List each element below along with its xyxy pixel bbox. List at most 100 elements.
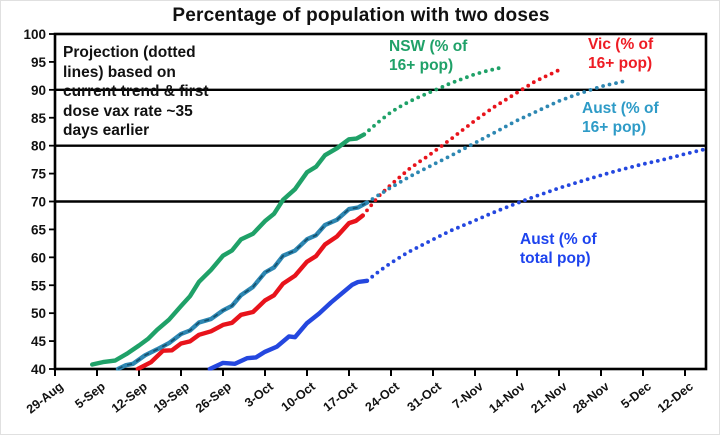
projection-dot xyxy=(555,68,560,73)
projection-dot xyxy=(611,170,615,174)
projection-dot xyxy=(439,158,444,163)
projection-dot xyxy=(588,88,593,92)
projection-dot xyxy=(504,205,509,210)
projection-dot xyxy=(468,220,472,225)
y-tick-label: 65 xyxy=(31,222,47,237)
projection-dot xyxy=(433,161,438,166)
projection-dot xyxy=(569,94,574,99)
projection-dot xyxy=(423,155,428,160)
series-line-aust16 xyxy=(115,200,370,371)
projection-dot xyxy=(498,101,503,106)
x-tick-label: 24-Oct xyxy=(363,379,403,414)
projection-dot xyxy=(617,168,622,173)
projection-dot xyxy=(527,112,532,117)
projection-dot xyxy=(393,183,397,188)
projection-dot xyxy=(509,94,514,99)
projection-dot xyxy=(439,144,444,148)
projection-dot xyxy=(377,119,381,124)
projection-dot xyxy=(662,157,667,162)
projection-dot xyxy=(675,154,679,159)
series-group xyxy=(90,66,705,371)
series-line-vic xyxy=(135,213,365,371)
legend-vic: Vic (% of 16+ pop) xyxy=(588,36,654,72)
projection-dot xyxy=(362,132,366,137)
projection-dot xyxy=(486,212,491,217)
projection-dot xyxy=(410,98,415,103)
projection-dot xyxy=(455,132,460,136)
projection-dot xyxy=(549,71,554,76)
y-tick-label: 70 xyxy=(31,195,46,210)
projection-dot xyxy=(376,193,380,198)
projection-dot xyxy=(465,75,469,80)
projection-dot xyxy=(398,179,403,184)
projection-dot xyxy=(537,77,542,82)
projection-dot xyxy=(480,137,485,141)
projection-dot xyxy=(438,234,442,238)
projection-dot xyxy=(515,118,520,123)
projection-dot xyxy=(416,95,421,100)
projection-dot xyxy=(452,79,457,84)
projection-dot xyxy=(422,92,427,97)
y-tick-label: 90 xyxy=(31,83,46,98)
projection-dot xyxy=(614,81,618,85)
x-tick-label: 17-Oct xyxy=(321,379,361,414)
projection-dot xyxy=(468,143,473,148)
legend-aust-total: Aust (% of total pop) xyxy=(520,231,597,267)
projection-dot xyxy=(422,167,426,172)
projection-dot xyxy=(370,274,375,279)
x-tick-label: 29-Aug xyxy=(24,379,66,416)
projection-dot xyxy=(460,128,465,132)
projection-dot xyxy=(582,90,587,94)
projection-dot xyxy=(573,181,577,186)
projection-dot xyxy=(381,190,386,194)
projection-dot xyxy=(543,74,548,79)
projection-dot xyxy=(492,130,497,135)
projection-dot xyxy=(450,136,455,141)
projection-dot xyxy=(432,237,436,241)
x-tick-label: 3-Oct xyxy=(242,379,276,410)
projection-dot xyxy=(607,82,612,87)
projection-dot xyxy=(365,200,369,205)
projection-dot xyxy=(483,69,488,74)
projection-dot xyxy=(548,189,552,194)
projection-dot xyxy=(576,92,580,96)
series-line-aust_total xyxy=(207,278,370,371)
projection-dot xyxy=(579,179,584,184)
y-tick-label: 60 xyxy=(31,250,46,265)
projection-dot xyxy=(434,87,439,92)
y-tick-label: 75 xyxy=(31,167,47,182)
projection-dot xyxy=(560,185,565,189)
projection-dot xyxy=(463,146,467,151)
projection-dot xyxy=(533,110,538,114)
projection-dot xyxy=(407,167,412,171)
projection-dot xyxy=(480,215,485,220)
x-tick-label: 5-Sep xyxy=(72,379,108,411)
projection-dot xyxy=(462,223,466,228)
projection-dot xyxy=(557,99,562,103)
projection-dot xyxy=(458,77,463,82)
projection-dot xyxy=(487,108,492,113)
projection-dot xyxy=(445,140,449,144)
projection-dot xyxy=(503,97,508,102)
projection-dot xyxy=(387,111,392,116)
projection-dot xyxy=(457,149,462,154)
x-tick-label: 7-Nov xyxy=(450,379,486,411)
projection-dot xyxy=(563,96,568,101)
projection-dot xyxy=(498,127,502,132)
projection-dot xyxy=(598,173,603,178)
x-tick-label: 28-Nov xyxy=(570,379,612,416)
x-tick-label: 12-Dec xyxy=(655,379,696,415)
projection-dot xyxy=(440,85,445,89)
x-tick-label: 21-Nov xyxy=(528,379,570,416)
projection-dot xyxy=(623,166,628,171)
projection-dot xyxy=(529,196,534,200)
projection-dot xyxy=(545,104,550,109)
projection-dot xyxy=(566,183,571,188)
projection-dot xyxy=(370,197,375,201)
series-line-overlay-aust16 xyxy=(117,201,368,370)
chart-title: Percentage of population with two doses xyxy=(172,5,550,26)
projection-dot xyxy=(466,124,470,128)
projection-dot xyxy=(420,243,425,247)
x-tick-label: 10-Oct xyxy=(279,379,319,414)
y-tick-label: 95 xyxy=(31,55,47,70)
